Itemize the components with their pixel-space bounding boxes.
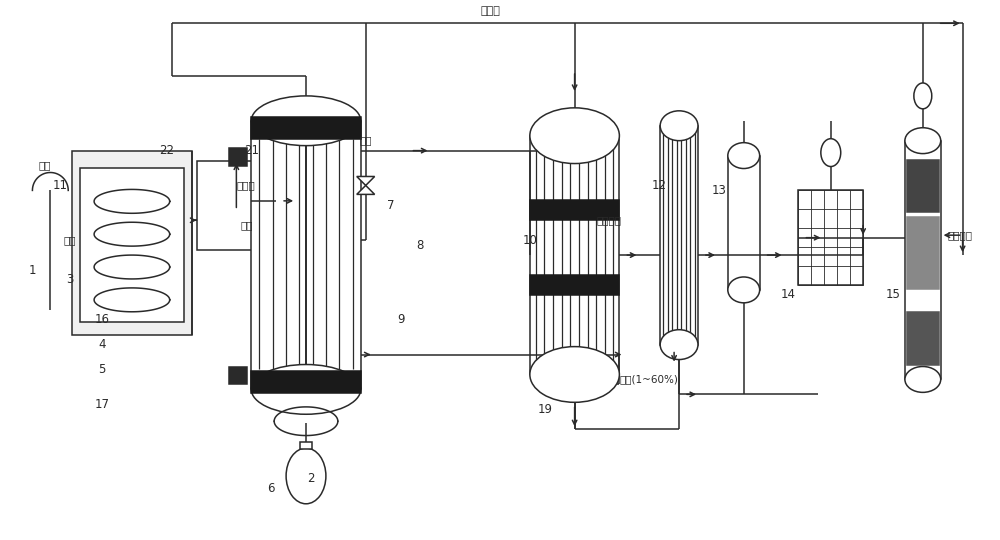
Text: 空气: 空气: [240, 220, 253, 230]
Bar: [251, 372, 361, 393]
Bar: [660, 126, 698, 345]
Bar: [530, 275, 619, 295]
Ellipse shape: [660, 111, 698, 140]
Bar: [80, 167, 184, 322]
Bar: [798, 191, 863, 285]
Text: 8: 8: [417, 239, 424, 252]
Ellipse shape: [728, 277, 760, 303]
Ellipse shape: [905, 128, 941, 153]
Text: 解析气: 解析气: [237, 180, 256, 191]
Ellipse shape: [914, 83, 932, 109]
Ellipse shape: [251, 96, 361, 146]
Text: 17: 17: [95, 398, 110, 411]
Text: 22: 22: [159, 144, 174, 157]
Text: 目标产品: 目标产品: [948, 230, 973, 240]
Text: 3: 3: [67, 273, 74, 286]
Ellipse shape: [660, 330, 698, 360]
Text: 4: 4: [98, 338, 106, 351]
Ellipse shape: [286, 448, 326, 504]
Text: 15: 15: [886, 288, 900, 301]
Text: 16: 16: [95, 313, 110, 326]
Bar: [905, 140, 941, 380]
Bar: [251, 121, 361, 389]
Ellipse shape: [728, 143, 760, 168]
Text: 导热介质: 导热介质: [597, 215, 622, 225]
Text: 11: 11: [53, 179, 68, 192]
Bar: [530, 136, 619, 374]
Text: 甲醇(1~60%): 甲醇(1~60%): [620, 374, 679, 384]
Bar: [907, 312, 939, 365]
Text: 14: 14: [781, 288, 796, 301]
Text: 甲醇: 甲醇: [359, 136, 372, 146]
Text: 6: 6: [267, 482, 275, 495]
Bar: [251, 117, 361, 139]
Text: 2: 2: [307, 472, 315, 485]
Ellipse shape: [530, 347, 619, 402]
Polygon shape: [357, 177, 375, 185]
Bar: [530, 200, 619, 220]
Ellipse shape: [251, 364, 361, 414]
Text: 解析气: 解析气: [480, 6, 500, 16]
Text: 空气: 空气: [64, 235, 76, 245]
Text: 9: 9: [397, 313, 404, 326]
Bar: [229, 367, 247, 384]
Ellipse shape: [821, 139, 841, 166]
Text: 7: 7: [387, 199, 394, 212]
Bar: [197, 160, 276, 250]
Text: 13: 13: [711, 184, 726, 197]
Text: 烟囱: 烟囱: [38, 160, 51, 171]
Ellipse shape: [530, 108, 619, 164]
Text: 19: 19: [537, 403, 552, 416]
Text: 21: 21: [244, 144, 259, 157]
Ellipse shape: [905, 367, 941, 393]
Text: 5: 5: [98, 363, 106, 376]
Bar: [728, 156, 760, 290]
Text: 12: 12: [652, 179, 667, 192]
Bar: [907, 217, 939, 289]
Text: 1: 1: [29, 264, 36, 276]
Bar: [72, 151, 192, 335]
Text: 10: 10: [522, 234, 537, 247]
Polygon shape: [357, 185, 375, 194]
Bar: [907, 160, 939, 212]
Bar: [300, 442, 312, 449]
Bar: [229, 147, 247, 166]
